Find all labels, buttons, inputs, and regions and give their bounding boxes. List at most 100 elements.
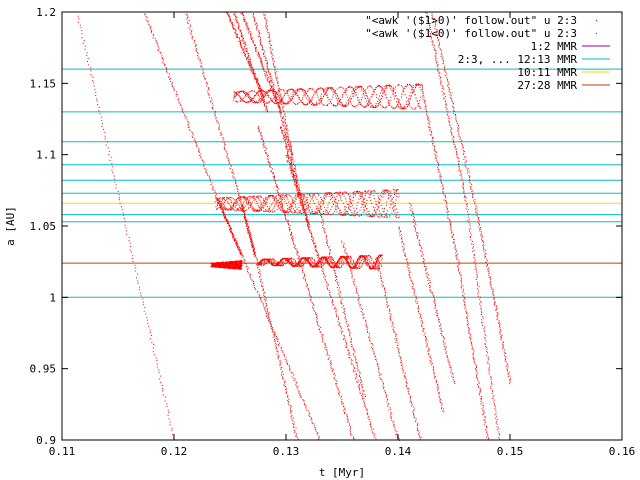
data-point xyxy=(308,289,310,291)
data-point xyxy=(301,198,303,200)
data-point xyxy=(301,203,302,205)
data-point xyxy=(481,396,482,397)
data-point xyxy=(289,366,291,368)
data-point xyxy=(446,109,448,111)
data-point xyxy=(277,82,279,84)
data-point xyxy=(273,176,275,178)
data-point xyxy=(458,130,460,132)
data-point xyxy=(96,100,98,102)
data-point xyxy=(263,292,265,294)
data-point xyxy=(258,293,260,295)
data-point xyxy=(402,107,404,109)
data-point xyxy=(456,257,458,259)
data-point xyxy=(226,154,228,156)
data-point xyxy=(265,19,267,21)
data-point xyxy=(207,90,209,92)
data-point xyxy=(265,147,267,149)
data-point xyxy=(351,275,353,277)
data-point xyxy=(333,308,335,309)
data-point xyxy=(282,203,284,205)
data-point xyxy=(365,319,366,321)
data-point xyxy=(256,259,258,261)
data-point xyxy=(360,86,362,88)
data-point xyxy=(337,316,339,318)
data-point xyxy=(276,335,277,337)
data-point xyxy=(152,34,154,36)
data-point xyxy=(385,85,387,87)
data-point xyxy=(284,216,286,218)
data-point xyxy=(239,100,241,102)
data-point xyxy=(369,340,371,342)
data-point xyxy=(292,157,294,159)
data-point xyxy=(349,335,351,337)
data-point xyxy=(484,416,486,418)
data-point xyxy=(355,106,357,107)
data-point xyxy=(257,92,259,94)
data-point xyxy=(317,434,319,436)
data-point xyxy=(424,339,426,341)
data-point xyxy=(486,265,488,267)
data-point xyxy=(457,266,459,268)
data-point xyxy=(350,103,352,105)
data-point xyxy=(99,113,101,115)
data-point xyxy=(442,191,444,192)
data-point xyxy=(328,354,330,356)
data-point xyxy=(449,121,451,123)
data-point xyxy=(440,330,442,332)
data-point xyxy=(368,333,370,335)
data-point xyxy=(195,50,197,52)
data-point xyxy=(333,304,335,306)
data-point xyxy=(417,85,419,86)
data-point xyxy=(257,195,259,197)
data-point xyxy=(283,115,284,117)
data-point xyxy=(477,281,479,283)
data-point xyxy=(411,92,413,93)
data-point xyxy=(484,330,486,331)
data-point xyxy=(284,210,286,212)
data-point xyxy=(423,258,424,259)
data-point xyxy=(371,431,373,433)
data-point xyxy=(266,91,268,93)
data-point xyxy=(263,198,264,200)
data-point xyxy=(491,393,493,395)
data-point xyxy=(255,47,257,49)
data-point xyxy=(342,245,344,247)
data-point xyxy=(283,102,285,104)
data-point xyxy=(261,61,263,62)
data-point xyxy=(265,24,267,26)
data-point xyxy=(408,101,410,103)
data-point xyxy=(410,402,412,404)
data-point xyxy=(254,20,255,22)
data-point xyxy=(308,227,309,229)
data-point xyxy=(300,395,302,397)
data-point xyxy=(291,419,293,421)
data-point xyxy=(409,276,411,278)
data-point xyxy=(241,32,242,34)
data-point xyxy=(284,195,286,197)
data-point xyxy=(210,184,212,185)
data-point xyxy=(456,152,458,154)
data-point xyxy=(277,344,279,346)
data-point xyxy=(299,88,301,90)
data-point xyxy=(427,122,429,124)
data-point xyxy=(240,30,242,32)
data-point xyxy=(166,70,168,72)
data-point xyxy=(477,293,479,295)
data-point xyxy=(451,236,453,237)
data-point xyxy=(497,314,499,316)
data-point xyxy=(254,101,256,103)
data-point xyxy=(276,349,278,351)
data-point xyxy=(272,88,274,90)
data-point xyxy=(345,341,347,343)
data-point xyxy=(119,202,121,204)
data-point xyxy=(371,343,373,345)
data-point xyxy=(473,358,475,360)
data-point xyxy=(441,403,443,405)
data-point xyxy=(496,319,498,321)
data-point xyxy=(273,177,275,179)
data-point xyxy=(190,32,192,34)
data-point xyxy=(285,217,287,219)
data-point xyxy=(277,104,279,106)
data-point xyxy=(247,232,249,234)
data-point xyxy=(435,59,437,61)
